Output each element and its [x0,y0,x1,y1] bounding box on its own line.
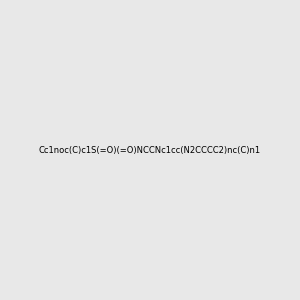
Text: Cc1noc(C)c1S(=O)(=O)NCCNc1cc(N2CCCC2)nc(C)n1: Cc1noc(C)c1S(=O)(=O)NCCNc1cc(N2CCCC2)nc(… [39,146,261,154]
